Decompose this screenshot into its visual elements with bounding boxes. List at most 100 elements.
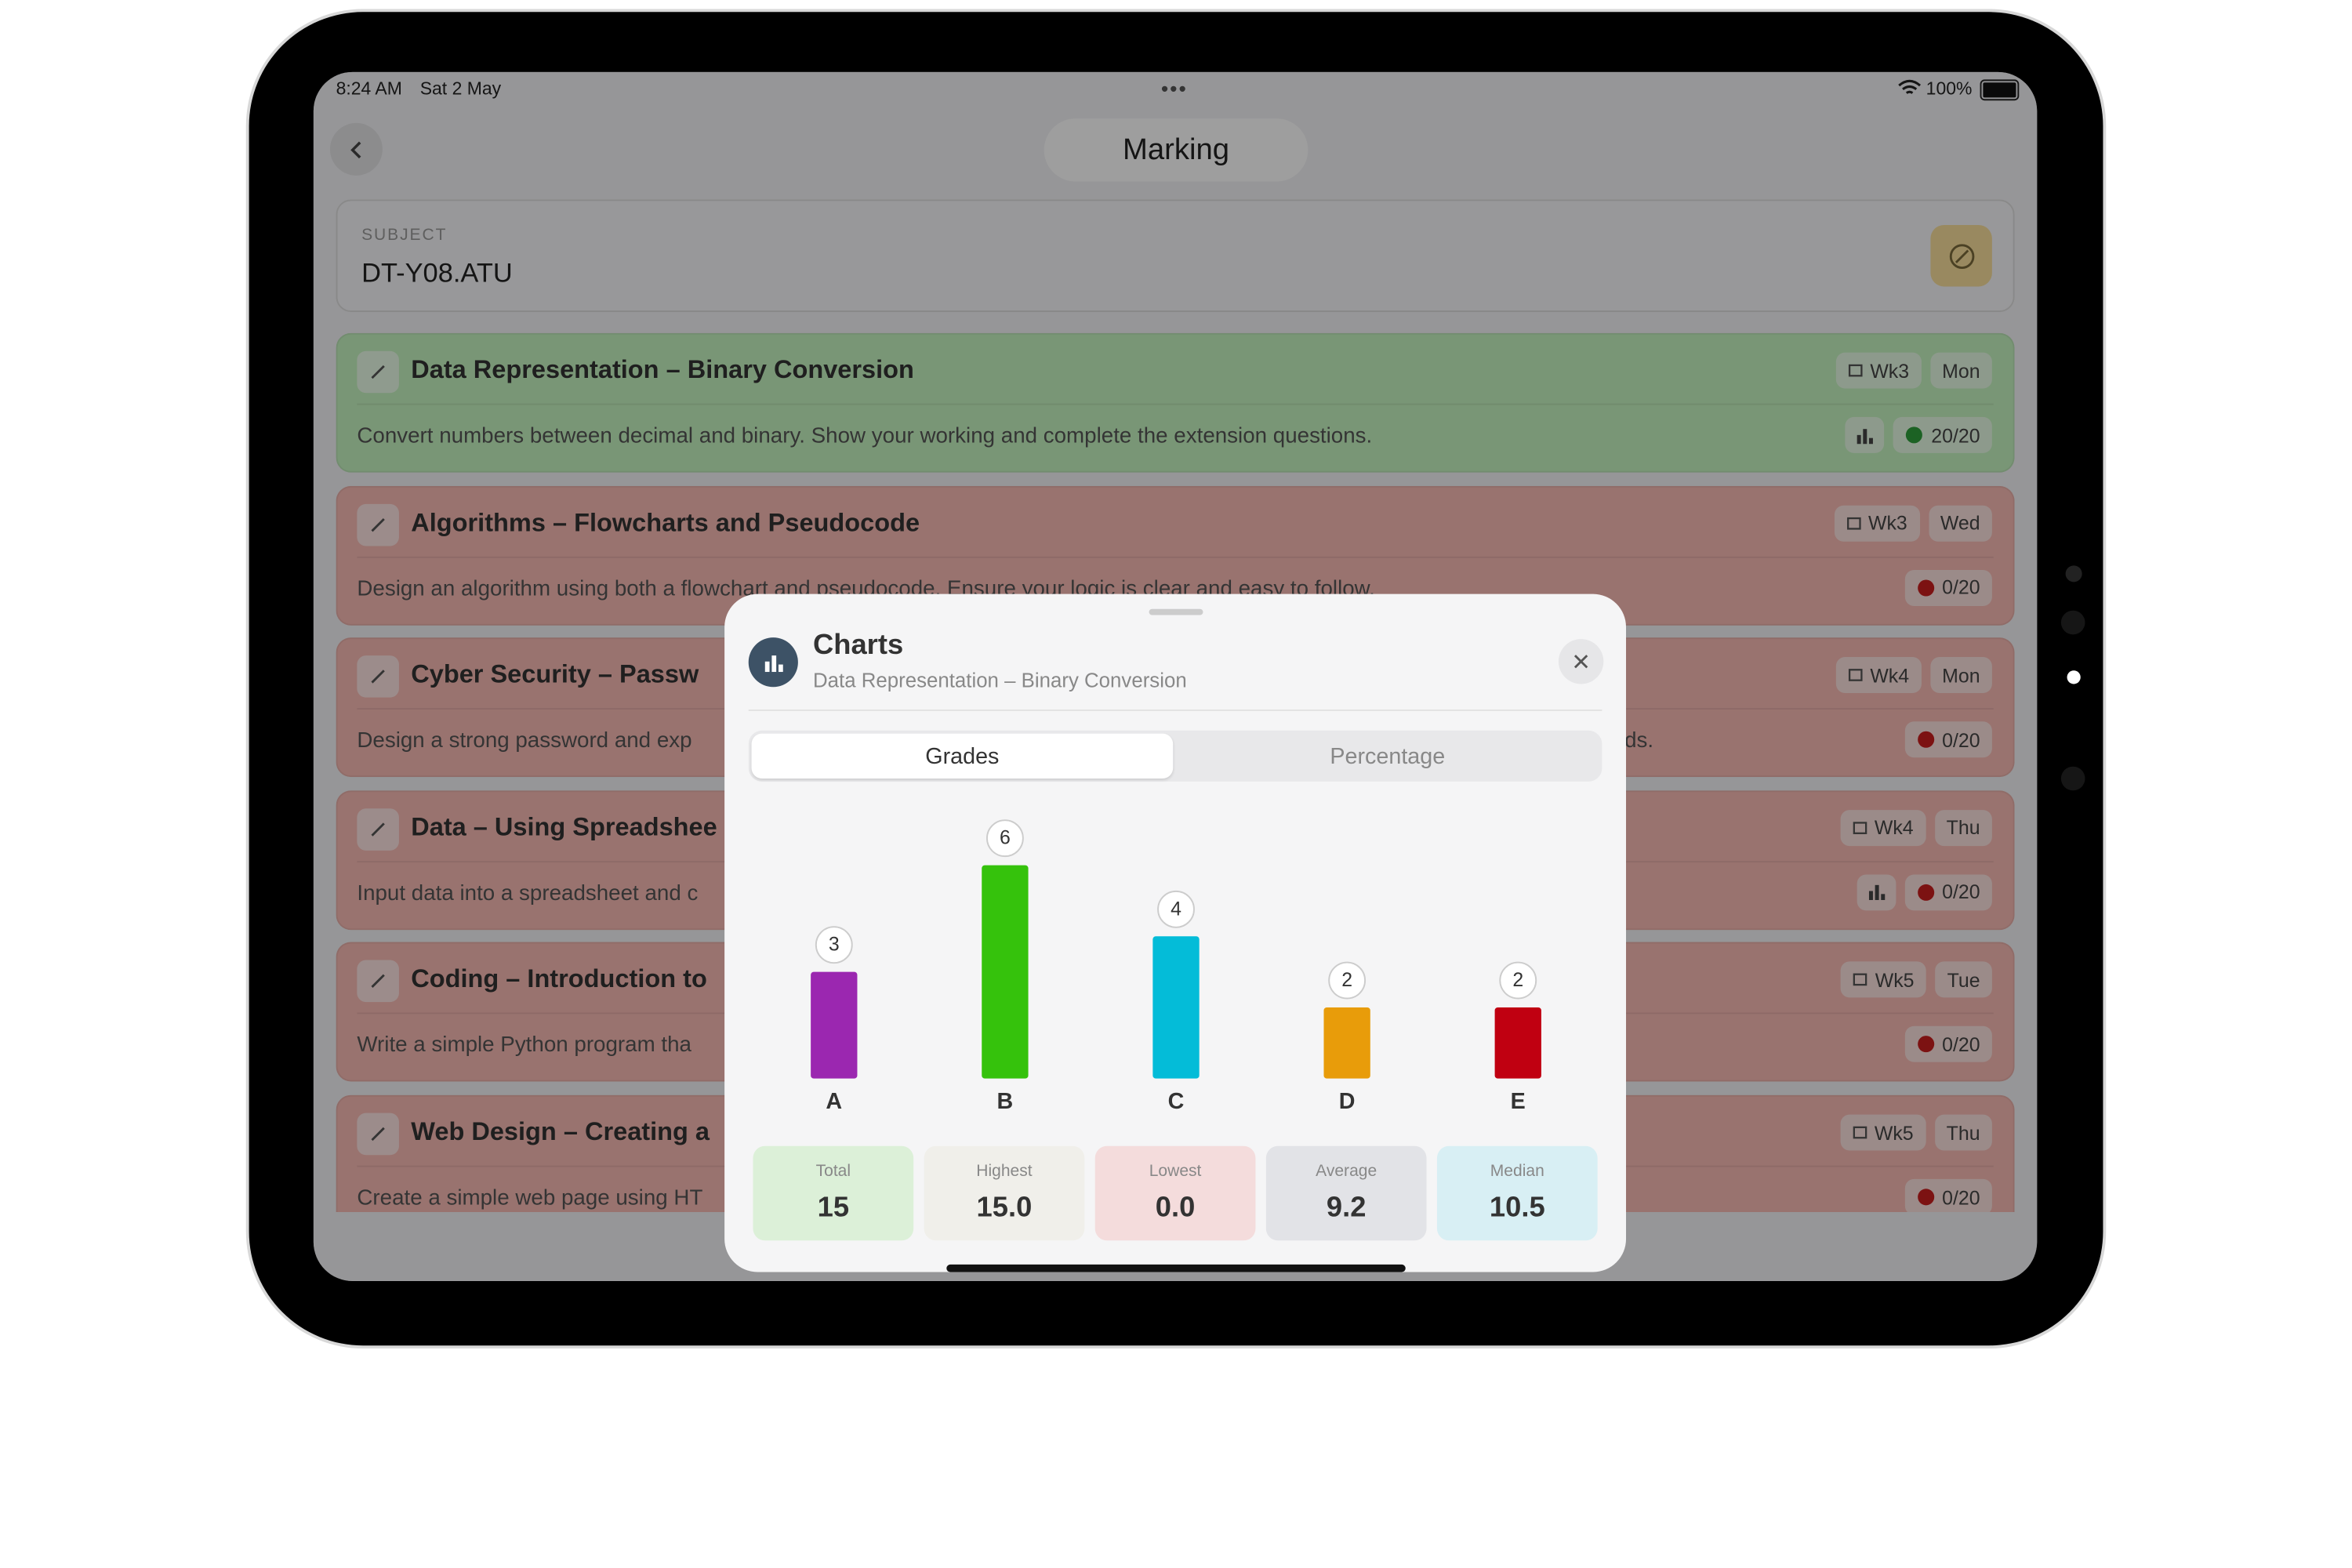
chart-icon bbox=[1857, 428, 1874, 444]
score: 0/20 bbox=[1942, 1185, 1980, 1209]
calendar-icon bbox=[1852, 821, 1867, 834]
chart-button[interactable] bbox=[1846, 416, 1885, 453]
status-icon bbox=[1917, 579, 1934, 596]
stat-value: 0.0 bbox=[1155, 1192, 1196, 1225]
segmented-control: Grades Percentage bbox=[748, 730, 1602, 782]
tab-grades[interactable]: Grades bbox=[751, 733, 1174, 779]
tab-percentage[interactable]: Percentage bbox=[1330, 743, 1446, 769]
assignment-title: Algorithms – Flowcharts and Pseudocode bbox=[411, 507, 920, 537]
week-tag: Wk4 bbox=[1839, 809, 1926, 846]
value-label: 4 bbox=[1171, 898, 1181, 920]
week-tag: Wk5 bbox=[1839, 1114, 1926, 1151]
status-dot bbox=[1917, 579, 1934, 596]
value-label-bubble bbox=[1499, 961, 1537, 1000]
stat-card: Highest 15.0 bbox=[924, 1145, 1085, 1241]
score-pill: 20/20 bbox=[1893, 416, 1992, 453]
score: 0/20 bbox=[1942, 575, 1980, 599]
edit-button[interactable] bbox=[357, 808, 399, 851]
tags: Wk4 Mon bbox=[1835, 657, 1992, 694]
stat-card: Lowest 0.0 bbox=[1094, 1145, 1256, 1241]
wifi-icon bbox=[1898, 79, 1922, 94]
edit-icon bbox=[1948, 243, 1974, 269]
score-pill: 0/20 bbox=[1904, 721, 1992, 758]
close-button[interactable] bbox=[1558, 639, 1604, 684]
sensor bbox=[2060, 610, 2085, 635]
chart-icon-bar bbox=[1875, 885, 1879, 901]
chart-icon-bar bbox=[1864, 428, 1868, 444]
value-label: 2 bbox=[1512, 969, 1523, 991]
status-dot bbox=[1906, 426, 1923, 444]
score-row: 0/20 bbox=[1904, 569, 1992, 606]
bar bbox=[982, 865, 1029, 1079]
light bbox=[2067, 670, 2081, 684]
status-icon bbox=[1906, 426, 1923, 444]
grabber bbox=[1149, 608, 1203, 615]
edit-stroke bbox=[371, 670, 385, 684]
calendar-shape bbox=[1848, 669, 1862, 682]
subject-code: DT-Y08.ATU bbox=[361, 258, 513, 289]
status-icon bbox=[1917, 884, 1934, 901]
calendar-shape bbox=[1848, 364, 1862, 377]
value-label: 2 bbox=[1341, 969, 1352, 991]
sensor bbox=[2060, 766, 2085, 791]
day-tag: Thu bbox=[1934, 809, 1992, 846]
value-label: 6 bbox=[1000, 827, 1011, 849]
stat-value: 15.0 bbox=[976, 1192, 1033, 1225]
subject-label: SUBJECT bbox=[361, 226, 448, 245]
value-label-bubble bbox=[1157, 890, 1195, 928]
edit-icon bbox=[371, 822, 385, 837]
score: 0/20 bbox=[1942, 880, 1980, 904]
status-time: 8:24 AM bbox=[336, 78, 402, 100]
edit-subject-button[interactable] bbox=[1930, 224, 1992, 287]
calendar-shape bbox=[1852, 1126, 1867, 1139]
category-label: E bbox=[1511, 1089, 1526, 1114]
edit-icon bbox=[371, 1127, 385, 1142]
camera bbox=[2065, 565, 2082, 583]
edit-stroke bbox=[371, 1127, 385, 1142]
category-label: D bbox=[1339, 1089, 1356, 1114]
score-pill: 0/20 bbox=[1904, 874, 1992, 910]
day-tag: Tue bbox=[1935, 962, 1992, 999]
edit-button[interactable] bbox=[357, 655, 399, 699]
subject-card: SUBJECT DT-Y08.ATU bbox=[336, 199, 2015, 312]
assignment-title: Data – Using Spreadshee bbox=[411, 812, 717, 841]
modal-subtitle: Data Representation – Binary Conversion bbox=[813, 669, 1187, 692]
category-label: A bbox=[826, 1089, 842, 1114]
edit-button[interactable] bbox=[357, 1112, 399, 1156]
stat-label: Total bbox=[815, 1162, 851, 1181]
score: 0/20 bbox=[1942, 1033, 1980, 1056]
day-tag: Mon bbox=[1929, 352, 1992, 389]
calendar-shape bbox=[1853, 974, 1867, 986]
week-label: Wk5 bbox=[1875, 968, 1915, 992]
edit-button[interactable] bbox=[357, 350, 399, 394]
battery-text: 100% bbox=[1926, 78, 1973, 100]
modal-title: Charts bbox=[813, 630, 904, 662]
status-icon bbox=[1917, 1036, 1934, 1053]
week-label: Wk3 bbox=[1868, 511, 1907, 535]
edit-button[interactable] bbox=[357, 503, 399, 546]
assignment-description-end: ds. bbox=[1624, 729, 1654, 753]
chart-icon-bar bbox=[1868, 891, 1873, 901]
calendar-icon bbox=[1853, 974, 1867, 986]
home-indicator bbox=[946, 1264, 1406, 1272]
week-tag: Wk4 bbox=[1835, 657, 1922, 694]
assignment-card[interactable]: Data Representation – Binary Conversion C… bbox=[336, 332, 2015, 473]
battery-icon bbox=[1980, 79, 2020, 101]
chart-button[interactable] bbox=[1857, 874, 1896, 910]
category-label: B bbox=[997, 1089, 1014, 1114]
back-icon bbox=[350, 140, 361, 158]
stat-card: Total 15 bbox=[753, 1145, 914, 1241]
bar bbox=[1323, 1007, 1370, 1079]
bar bbox=[1152, 936, 1200, 1079]
calendar-icon bbox=[1848, 669, 1862, 682]
chart-icon-bar bbox=[1857, 434, 1862, 444]
back-button[interactable] bbox=[329, 122, 383, 176]
week-tag: Wk5 bbox=[1840, 962, 1926, 999]
score-pill: 0/20 bbox=[1904, 1026, 1992, 1063]
chart-icon bbox=[1868, 885, 1885, 901]
edit-button[interactable] bbox=[357, 960, 399, 1003]
card-divider bbox=[357, 556, 1994, 557]
score-row: 0/20 bbox=[1857, 874, 1992, 910]
tags: Wk3 Wed bbox=[1834, 505, 1992, 541]
stat-card: Median 10.5 bbox=[1436, 1145, 1598, 1241]
